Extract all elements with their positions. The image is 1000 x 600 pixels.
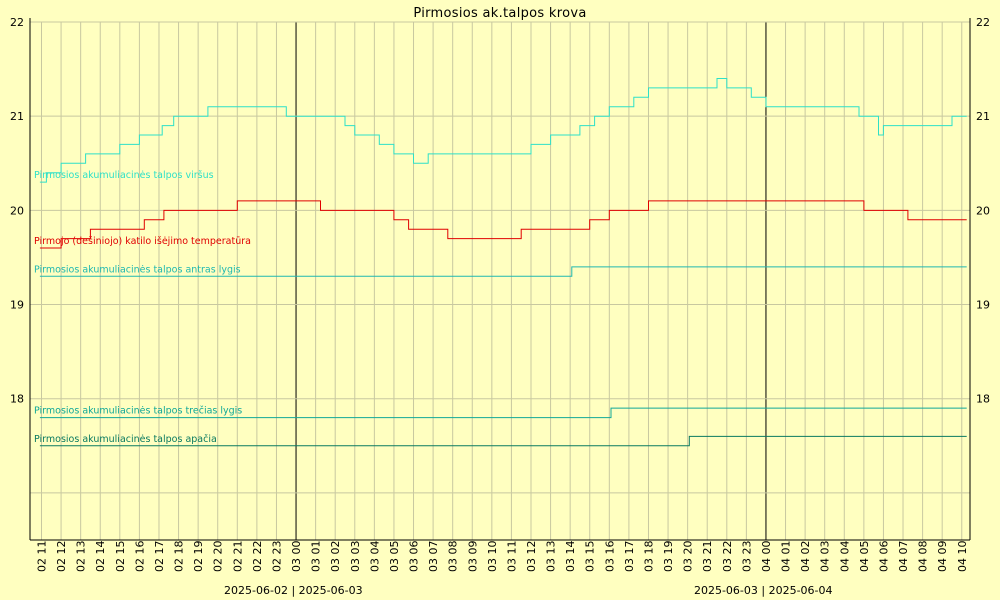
x-tick-label: 02 12 [55,541,68,573]
x-tick-label: 03 06 [408,541,421,573]
x-tick-label: 03 22 [721,541,734,573]
series-label: Pirmosios akumuliacinės talpos antras ly… [34,264,241,275]
series-line [39,266,967,277]
x-tick-label: 04 03 [819,541,832,573]
x-tick-label: 03 04 [368,541,381,573]
x-tick-label: 03 05 [388,541,401,573]
x-tick-label: 03 03 [349,541,362,573]
x-tick-label: 03 07 [427,541,440,573]
x-tick-label: 02 23 [270,541,283,573]
x-tick-label: 03 11 [505,541,518,573]
x-tick-label: 04 02 [799,541,812,573]
x-tick-label: 03 02 [329,541,342,573]
series-label: Pirmosios akumuliacinės talpos trečias l… [34,406,242,417]
x-tick-label: 04 07 [897,541,910,573]
x-tick-label: 02 17 [153,541,166,573]
series-line [39,200,967,249]
series-line [39,435,967,447]
series-label: Pirmojo (dešiniojo) katilo išėjimo tempe… [34,236,251,247]
x-tick-label: 02 18 [173,541,186,573]
y-tick-label-right: 22 [976,16,990,29]
x-tick-label: 03 13 [545,541,558,573]
series-label: Pirmosios akumuliacinės talpos apačia [34,434,217,445]
x-tick-label: 03 15 [584,541,597,573]
series-line [39,407,967,419]
y-tick-label-left: 19 [10,299,24,312]
x-tick-label: 03 12 [525,541,538,573]
x-tick-label: 03 16 [603,541,616,573]
x-tick-label: 04 06 [877,541,890,573]
x-tick-label: 02 20 [212,541,225,573]
x-tick-label: 03 18 [642,541,655,573]
x-tick-label: 02 15 [114,541,127,573]
x-tick-label: 02 21 [231,541,244,573]
x-tick-label: 04 00 [760,541,773,573]
x-tick-label: 04 08 [917,541,930,573]
x-tick-label: 03 08 [447,541,460,573]
x-tick-label: 02 11 [36,541,49,573]
series-label: Pirmosios akumuliacinės talpos viršus [34,170,214,181]
x-tick-label: 03 14 [564,541,577,573]
x-tick-label: 03 10 [486,541,499,573]
y-tick-label-left: 20 [10,204,24,217]
y-tick-label-left: 22 [10,16,24,29]
day-boundary-label: 2025-06-03 | 2025-06-04 [693,584,833,597]
chart-title: Pirmosios ak.talpos krova [413,6,587,21]
day-boundary-label: 2025-06-02 | 2025-06-03 [224,584,363,597]
x-tick-label: 03 19 [662,541,675,573]
x-tick-label: 03 00 [290,541,303,573]
y-tick-label-right: 21 [976,110,990,123]
x-tick-label: 03 23 [740,541,753,573]
series-line [39,78,967,183]
x-tick-label: 02 14 [94,541,107,573]
x-tick-label: 03 20 [682,541,695,573]
x-tick-label: 04 09 [936,541,949,573]
x-tick-label: 03 01 [310,541,323,573]
y-tick-label-left: 21 [10,110,24,123]
x-tick-label: 03 17 [623,541,636,573]
y-tick-label-right: 19 [976,299,990,312]
x-tick-label: 04 04 [838,541,851,573]
y-tick-label-left: 18 [10,393,24,406]
x-tick-label: 02 13 [75,541,88,573]
y-tick-label-right: 20 [976,204,990,217]
x-tick-label: 04 01 [780,541,793,573]
x-tick-label: 03 21 [701,541,714,573]
x-tick-label: 02 22 [251,541,264,573]
x-tick-label: 03 09 [466,541,479,573]
y-tick-label-right: 18 [976,393,990,406]
x-tick-label: 04 05 [858,541,871,573]
x-tick-label: 02 19 [192,541,205,573]
x-tick-label: 04 10 [956,541,969,573]
x-tick-label: 02 16 [133,541,146,573]
